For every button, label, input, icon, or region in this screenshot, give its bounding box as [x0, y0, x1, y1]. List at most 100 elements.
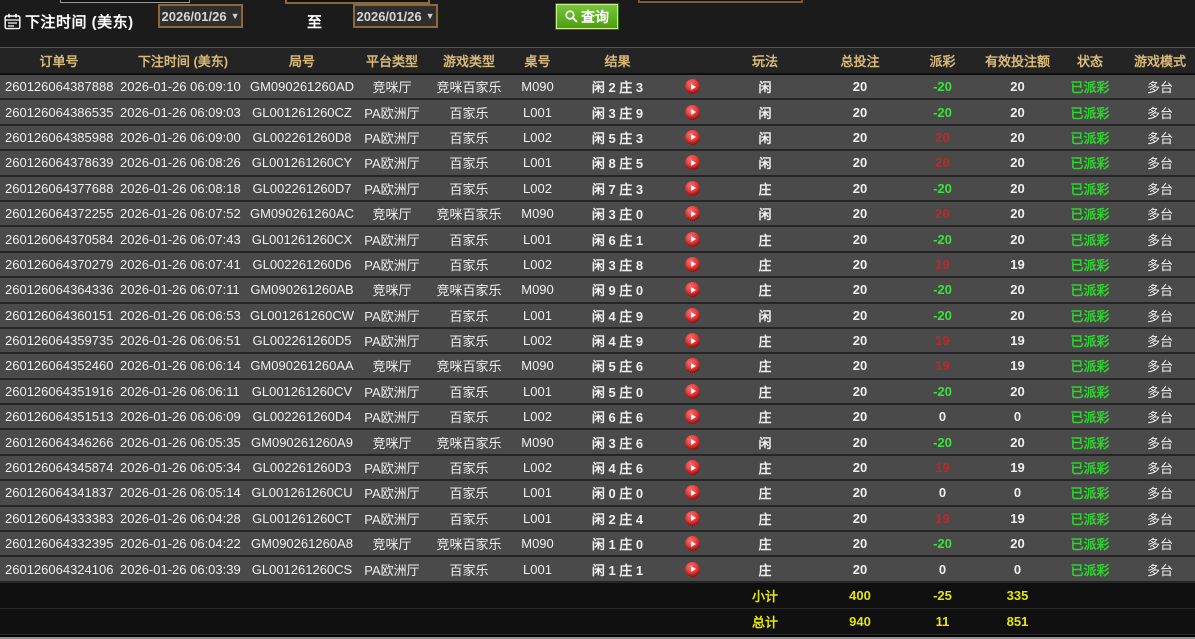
replay-play-icon[interactable] — [685, 307, 700, 323]
play-type: 闲 — [758, 308, 772, 324]
platform: 竞咪厅 — [372, 283, 412, 299]
replay-play-icon[interactable] — [685, 536, 700, 552]
order-number: 260126064352460 — [5, 358, 114, 374]
replay-play-icon[interactable] — [685, 485, 700, 501]
total-bet: 20 — [852, 155, 868, 171]
query-button[interactable]: 查询 — [555, 3, 619, 30]
total-bet: 20 — [852, 536, 868, 552]
order-number: 260126064360151 — [5, 307, 114, 323]
table-row: 260126064351916 2026-01-26 06:06:11 GL00… — [0, 379, 1195, 406]
table-number: L001 — [523, 561, 552, 577]
bet-time: 2026-01-26 06:07:41 — [120, 256, 241, 272]
play-type: 庄 — [758, 283, 772, 299]
game-type: 竞咪百家乐 — [436, 80, 502, 96]
replay-play-icon[interactable] — [685, 282, 700, 298]
replay-play-icon[interactable] — [685, 383, 700, 399]
toolbar: 下注时间 (美东) 2026/01/26 ▼ 至 2026/01/26 ▼ 查询 — [0, 0, 1195, 47]
order-number: 260126064333383 — [5, 510, 114, 526]
round-id: GM090261260A9 — [251, 434, 353, 450]
replay-play-icon[interactable] — [685, 180, 700, 196]
replay-play-icon[interactable] — [685, 510, 700, 526]
bet-time: 2026-01-26 06:05:34 — [120, 460, 241, 476]
bet-time: 2026-01-26 06:07:43 — [120, 231, 241, 247]
play-type: 闲 — [758, 207, 772, 223]
replay-play-icon[interactable] — [685, 409, 700, 425]
table-number: L001 — [523, 231, 552, 247]
play-type: 闲 — [758, 130, 772, 146]
replay-play-icon[interactable] — [685, 104, 700, 120]
table-number: M090 — [521, 434, 554, 450]
round-id: GL002261260D7 — [252, 180, 352, 196]
round-id: GL001261260CT — [252, 510, 352, 526]
round-id: GL002261260D5 — [252, 333, 352, 349]
replay-play-icon[interactable] — [685, 155, 700, 171]
valid-bet: 0 — [1013, 561, 1022, 577]
platform: PA欧洲厅 — [364, 486, 420, 502]
platform: PA欧洲厅 — [364, 334, 420, 350]
replay-cell — [670, 155, 715, 171]
total-bet: 20 — [852, 434, 868, 450]
total-bet: 20 — [852, 282, 868, 298]
table-number: L002 — [523, 129, 552, 145]
replay-play-icon[interactable] — [685, 358, 700, 374]
platform: PA欧洲厅 — [364, 562, 420, 578]
status-badge: 已派彩 — [1070, 461, 1110, 477]
date-from-select[interactable]: 2026/01/26 ▼ — [158, 4, 243, 28]
table-row: 260126064377688 2026-01-26 06:08:18 GL00… — [0, 176, 1195, 202]
replay-play-icon[interactable] — [685, 434, 700, 450]
status-badge: 已派彩 — [1070, 359, 1110, 375]
table-row: 260126064370584 2026-01-26 06:07:43 GL00… — [0, 227, 1195, 253]
platform: PA欧洲厅 — [364, 232, 420, 248]
payout: 19 — [935, 510, 950, 526]
play-type: 闲 — [758, 435, 772, 451]
col-total-bet: 总投注 — [840, 54, 880, 69]
table-row: 260126064359735 2026-01-26 06:06:51 GL00… — [0, 328, 1195, 355]
payout: 0 — [938, 485, 947, 501]
order-number: 260126064385988 — [5, 129, 114, 145]
col-play-type: 玩法 — [751, 54, 778, 69]
valid-bet: 20 — [1010, 307, 1025, 323]
round-id: GL001261260CV — [251, 383, 353, 399]
game-type: 百家乐 — [449, 105, 489, 121]
result: 闲 5 庄 3 — [591, 130, 644, 146]
play-type: 闲 — [758, 156, 772, 172]
game-type: 百家乐 — [449, 181, 489, 197]
col-game-mode: 游戏模式 — [1133, 54, 1186, 69]
play-type: 庄 — [758, 257, 772, 273]
total-bet: 20 — [852, 383, 868, 399]
play-type: 庄 — [758, 334, 772, 350]
platform: PA欧洲厅 — [364, 461, 420, 477]
bet-time: 2026-01-26 06:07:52 — [120, 206, 241, 222]
replay-play-icon[interactable] — [685, 333, 700, 349]
replay-cell — [670, 282, 715, 298]
game-mode: 多台 — [1146, 207, 1173, 223]
valid-bet: 20 — [1010, 282, 1025, 298]
col-round-id: 局号 — [288, 54, 315, 69]
status-badge: 已派彩 — [1070, 130, 1110, 146]
play-type: 庄 — [758, 384, 772, 400]
payout: 20 — [935, 206, 950, 222]
date-to-select[interactable]: 2026/01/26 ▼ — [353, 4, 438, 28]
platform: PA欧洲厅 — [364, 410, 420, 426]
replay-play-icon[interactable] — [685, 129, 700, 145]
replay-play-icon[interactable] — [685, 79, 700, 95]
replay-play-icon[interactable] — [685, 206, 700, 222]
cutoff-input-remnant — [60, 0, 190, 3]
total-bet: 20 — [852, 129, 868, 145]
game-type: 竞咪百家乐 — [436, 283, 502, 299]
replay-play-icon[interactable] — [685, 231, 700, 247]
game-mode: 多台 — [1146, 562, 1173, 578]
table-row: 260126064333383 2026-01-26 06:04:28 GL00… — [0, 506, 1195, 533]
bet-time: 2026-01-26 06:09:03 — [120, 104, 241, 120]
valid-bet: 20 — [1010, 383, 1025, 399]
game-mode: 多台 — [1146, 537, 1173, 553]
bet-time: 2026-01-26 06:09:00 — [120, 129, 241, 145]
bet-time: 2026-01-26 06:04:28 — [120, 510, 241, 526]
replay-play-icon[interactable] — [685, 256, 700, 272]
game-type: 百家乐 — [449, 130, 489, 146]
valid-bet: 19 — [1010, 460, 1025, 476]
replay-play-icon[interactable] — [685, 561, 700, 577]
replay-play-icon[interactable] — [685, 460, 700, 476]
total-bet: 20 — [852, 485, 868, 501]
table-row: 260126064346266 2026-01-26 06:05:35 GM09… — [0, 430, 1195, 456]
